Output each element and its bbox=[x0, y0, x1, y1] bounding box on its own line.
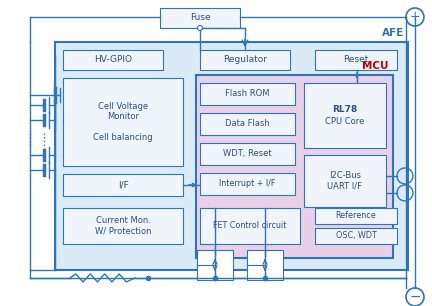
Bar bbox=[315, 208, 397, 224]
Bar bbox=[200, 83, 295, 105]
Text: I/F: I/F bbox=[118, 181, 128, 189]
Text: Current Mon.
W/ Protection: Current Mon. W/ Protection bbox=[95, 216, 151, 236]
Text: AFE: AFE bbox=[382, 28, 404, 38]
Text: CPU Core: CPU Core bbox=[325, 117, 365, 126]
Text: RL78: RL78 bbox=[332, 105, 358, 114]
Bar bbox=[304, 155, 386, 207]
Bar bbox=[63, 50, 163, 70]
Bar bbox=[200, 143, 295, 165]
Bar bbox=[63, 174, 183, 196]
Bar bbox=[197, 250, 233, 280]
Bar bbox=[247, 250, 283, 280]
Bar bbox=[315, 228, 397, 244]
Text: Regulator: Regulator bbox=[223, 55, 267, 65]
Text: −: − bbox=[409, 290, 421, 304]
Bar bbox=[63, 78, 183, 166]
Bar bbox=[304, 83, 386, 148]
Text: Data Flash: Data Flash bbox=[225, 119, 270, 129]
Bar bbox=[63, 208, 183, 244]
Bar bbox=[200, 113, 295, 135]
Text: OSC, WDT: OSC, WDT bbox=[336, 231, 376, 241]
Bar bbox=[200, 208, 300, 244]
Text: Reset: Reset bbox=[343, 55, 368, 65]
Bar bbox=[315, 50, 397, 70]
Bar bbox=[160, 8, 240, 28]
Text: MCU: MCU bbox=[362, 61, 389, 71]
Text: +: + bbox=[410, 10, 420, 24]
Bar bbox=[200, 50, 290, 70]
Text: Reference: Reference bbox=[336, 211, 376, 220]
Text: HV-GPIO: HV-GPIO bbox=[94, 55, 132, 65]
Text: Interrupt + I/F: Interrupt + I/F bbox=[219, 179, 276, 188]
Bar bbox=[55, 42, 408, 270]
Bar bbox=[200, 173, 295, 195]
Text: Fuse: Fuse bbox=[190, 13, 210, 23]
Bar bbox=[196, 75, 393, 258]
Circle shape bbox=[197, 25, 203, 31]
Text: I2C-Bus
UART I/F: I2C-Bus UART I/F bbox=[327, 171, 362, 191]
Text: FET Control circuit: FET Control circuit bbox=[213, 222, 287, 230]
Text: WDT, Reset: WDT, Reset bbox=[223, 149, 272, 159]
Text: Flash ROM: Flash ROM bbox=[225, 89, 270, 99]
Text: Cell Voltage
Monitor

Cell balancing: Cell Voltage Monitor Cell balancing bbox=[93, 102, 153, 142]
